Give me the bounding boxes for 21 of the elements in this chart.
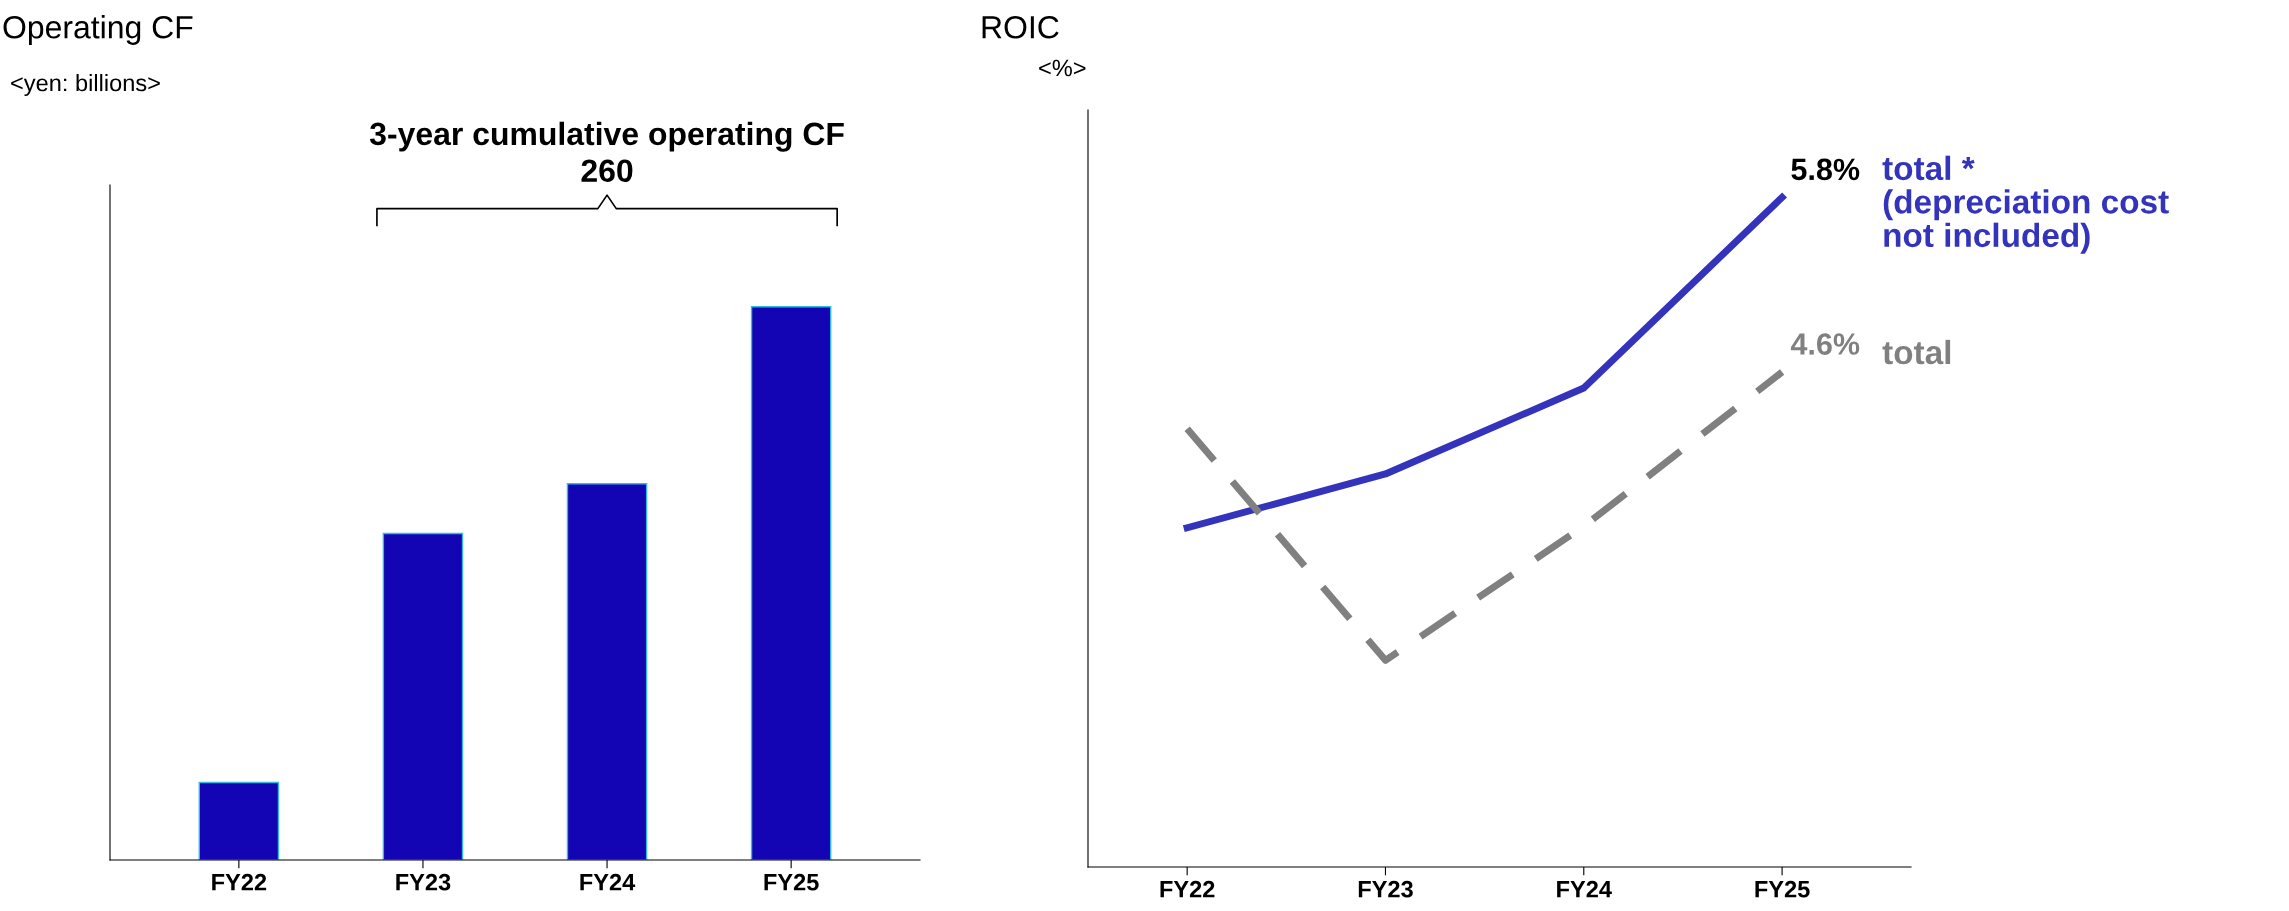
x-tick-label: FY23 (1358, 880, 1413, 898)
x-tick-label: FY25 (764, 873, 819, 891)
text: total (1882, 339, 1951, 365)
chart-subtitle: <%> (1039, 59, 1086, 77)
bar (750, 306, 832, 860)
data-label: 5.8% (1791, 158, 1860, 181)
bar (198, 781, 280, 860)
x-tick-label: FY24 (1557, 880, 1612, 898)
x-tick-label: FY24 (580, 873, 636, 891)
text: 3-year cumulative operating CF 260 (369, 121, 844, 183)
chart-title: Operating CF (3, 15, 193, 45)
x-tick-label: FY23 (396, 873, 451, 891)
bar (566, 483, 648, 860)
chart-title: ROIC (982, 15, 1059, 39)
x-tick-label: FY22 (1160, 880, 1215, 898)
text: total * (depreciation cost not included) (1882, 155, 2169, 254)
x-tick-label: FY25 (1755, 880, 1810, 898)
x-tick-label: FY22 (212, 873, 267, 891)
data-label: 4.6% (1790, 333, 1860, 355)
bar (382, 532, 464, 860)
chart-subtitle: <yen: billions> (11, 74, 160, 96)
